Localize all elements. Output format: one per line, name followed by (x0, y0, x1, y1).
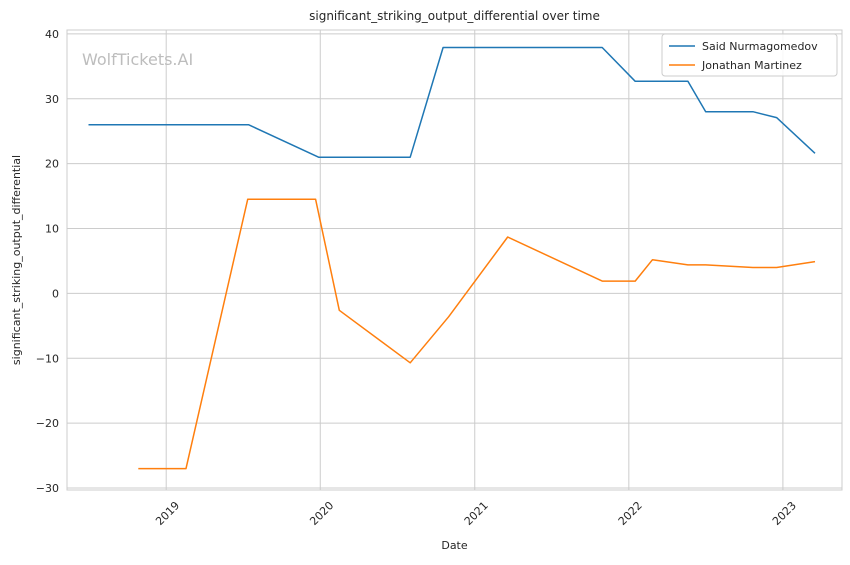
y-tick-label: 30 (45, 93, 59, 106)
y-tick-label: −10 (36, 352, 59, 365)
y-tick-label: 40 (45, 28, 59, 41)
chart-title: significant_striking_output_differential… (309, 9, 600, 23)
legend-label: Jonathan Martinez (701, 59, 802, 72)
watermark: WolfTickets.AI (82, 50, 193, 69)
series-line-1 (88, 46, 816, 158)
legend-label: Said Nurmagomedov (702, 40, 818, 53)
legend: Said Nurmagomedov Jonathan Martinez (661, 33, 838, 77)
series-lines (88, 46, 816, 470)
plot-area (66, 29, 843, 491)
y-tick-label: 20 (45, 158, 59, 171)
series-line-2 (138, 198, 816, 470)
y-tick-label: −30 (36, 482, 59, 495)
x-axis-label: Date (441, 539, 468, 552)
y-tick-label: 0 (52, 287, 59, 300)
legend-box (661, 33, 838, 77)
y-tick-label: 10 (45, 223, 59, 236)
y-tick-label: −20 (36, 417, 59, 430)
y-axis-label: significant_striking_output_differential (10, 155, 23, 365)
